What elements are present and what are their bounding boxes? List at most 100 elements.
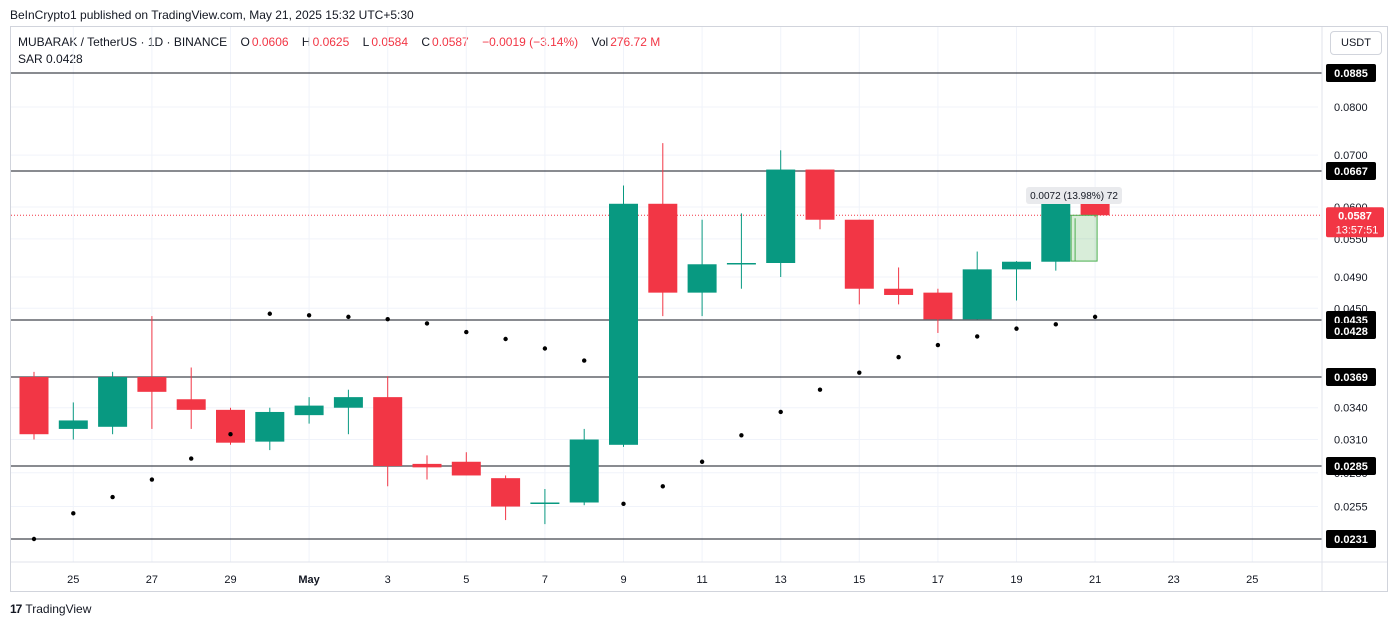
level-price-tag (1326, 162, 1376, 180)
tradingview-logo-icon: 17 (10, 602, 22, 616)
date-tick-label: 7 (542, 574, 548, 586)
sar-dot (739, 433, 744, 438)
sar-dot (110, 494, 115, 500)
open-value: 0.0606 (251, 35, 289, 49)
sar-dot (896, 354, 901, 360)
sar-dot (464, 329, 469, 335)
sar-price-tag (1326, 323, 1376, 340)
sar-dot (1014, 326, 1019, 331)
price-tick-label: 0.0490 (1334, 272, 1368, 284)
level-price-label: 0.0369 (1334, 372, 1368, 384)
price-tick-label: 0.0700 (1334, 150, 1368, 162)
sar-label: SAR (18, 52, 43, 66)
candle-body (884, 288, 914, 295)
candle-body (491, 478, 521, 507)
candle-body (333, 397, 363, 408)
ohlc-legend: MUBARAK / TetherUS · 1D · BINANCE O 0.060… (18, 35, 662, 49)
candle-body (294, 405, 324, 416)
sar-dot (189, 456, 194, 461)
sar-dot (975, 334, 980, 339)
date-tick-label: 23 (1168, 574, 1180, 586)
sar-dot (857, 370, 862, 375)
price-tick-label: 0.0340 (1334, 403, 1368, 415)
sar-dot (149, 477, 155, 482)
candle-body (1041, 203, 1071, 262)
candle-body (805, 169, 835, 220)
level-price-label: 0.0285 (1334, 461, 1368, 473)
sar-dot (385, 317, 390, 322)
candle-body (216, 409, 245, 443)
sar-dot (1092, 314, 1098, 320)
tradingview-logo-text: TradingView (25, 602, 92, 616)
symbol-label[interactable]: MUBARAK / TetherUS · 1D · BINANCE (18, 35, 228, 49)
candle-body (451, 461, 481, 476)
high-value: 0.0625 (312, 35, 350, 49)
candle-body (962, 269, 992, 320)
candle-body (19, 377, 49, 435)
change-value: −0.0019 (−3.14%) (482, 35, 579, 49)
open-label: O (240, 35, 250, 49)
close-label: C (421, 35, 431, 49)
chart-frame (10, 26, 1388, 592)
volume-value: 276.72 M (610, 35, 661, 49)
candle-body (373, 397, 403, 466)
sar-dot (346, 314, 351, 320)
sar-dot (582, 358, 587, 363)
sar-dot (660, 484, 665, 489)
candle-body (176, 399, 206, 410)
candle-body (255, 411, 285, 442)
candle-body (98, 377, 128, 427)
level-price-tag (1326, 368, 1376, 386)
level-price-label: 0.0667 (1334, 166, 1368, 178)
currency-button[interactable]: USDT (1330, 31, 1382, 55)
candle-body (569, 439, 599, 503)
sar-dot (228, 432, 233, 437)
date-tick-label: 9 (620, 574, 626, 586)
candle-body (687, 264, 717, 293)
close-value: 0.0587 (432, 35, 469, 49)
candle-body (923, 292, 953, 320)
level-price-tag (1326, 457, 1376, 475)
sar-dot (503, 336, 508, 342)
date-tick-label: May (298, 574, 320, 586)
candle-body (766, 169, 796, 263)
sar-dot (424, 321, 430, 326)
candle-body (844, 219, 874, 289)
level-price-label: 0.0231 (1334, 534, 1368, 546)
date-tick-label: 13 (775, 574, 787, 586)
date-tick-label: 29 (224, 574, 236, 586)
sar-dot (699, 459, 705, 464)
tradingview-logo[interactable]: 17 TradingView (10, 602, 91, 616)
candle-body (137, 377, 167, 392)
candle-body (609, 203, 638, 445)
candle-body (726, 263, 756, 265)
sar-dot (621, 501, 626, 507)
date-tick-label: 11 (696, 574, 707, 586)
price-tick-label: 0.0255 (1334, 502, 1368, 514)
countdown-label: 13:57:51 (1336, 224, 1379, 236)
sar-dot (1053, 322, 1059, 327)
sar-dot (306, 313, 312, 318)
candle-body (1080, 203, 1110, 216)
sar-dot (71, 511, 76, 516)
current-price-label: 0.0587 (1338, 210, 1372, 222)
date-tick-label: 25 (1246, 574, 1258, 586)
candle-body (58, 420, 88, 429)
candle-body (648, 203, 678, 293)
sar-dot (542, 346, 548, 351)
date-tick-label: 17 (932, 574, 944, 586)
price-range-label: 0.0072 (13.98%) 72 (1030, 191, 1118, 202)
price-range-label-bg (1026, 187, 1122, 204)
date-tick-label: 3 (385, 574, 391, 586)
sar-dot (935, 342, 941, 348)
date-tick-label: 15 (853, 574, 865, 586)
level-price-label: 0.0885 (1334, 68, 1368, 80)
candle-body (412, 463, 442, 468)
date-tick-label: 5 (463, 574, 469, 586)
candle-body (530, 502, 560, 504)
current-price-tag (1326, 207, 1384, 238)
date-tick-label: 25 (67, 574, 79, 586)
date-tick-label: 21 (1089, 574, 1101, 586)
high-label: H (301, 35, 311, 49)
